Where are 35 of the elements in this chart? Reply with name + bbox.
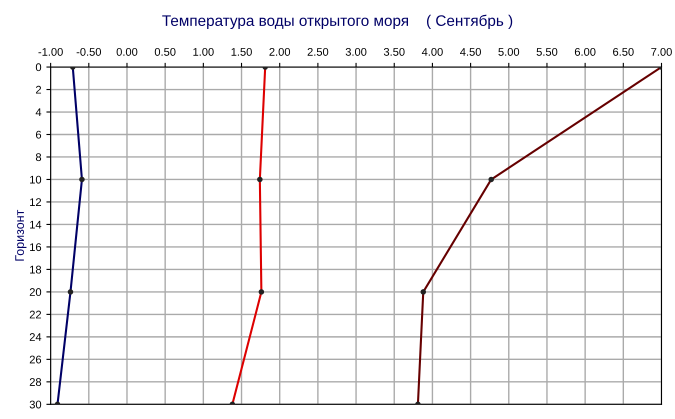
chart-title: Температура воды открытого моря ( Сентябрь ): [162, 14, 512, 30]
y-tick-label: 14: [30, 220, 42, 228]
y-tick-label: 0: [36, 63, 42, 72]
x-tick-label: 4.00: [422, 48, 443, 56]
x-tick-label: 4.50: [460, 48, 481, 56]
x-tick-label: 0.50: [154, 48, 176, 56]
y-tick-label: 8: [36, 153, 42, 162]
y-tick-label: 22: [30, 310, 42, 318]
y-tick-label: 12: [30, 198, 42, 206]
y-tick-label: 30: [30, 400, 42, 408]
x-tick-label: 1.00: [193, 48, 214, 56]
y-tick-label: 18: [30, 266, 42, 274]
x-tick-label: 2.50: [308, 48, 328, 56]
x-tick-label: -1.00: [38, 48, 63, 56]
x-tick-label: 6.00: [574, 48, 596, 56]
x-tick-label: 7.00: [651, 48, 672, 56]
y-tick-label: 24: [30, 333, 42, 341]
y-axis-title: Горизонт: [15, 210, 26, 261]
y-tick-label: 10: [30, 176, 42, 184]
y-tick-label: 20: [30, 288, 42, 296]
x-tick-label: 1.50: [232, 48, 252, 56]
y-tick-label: 28: [30, 378, 42, 386]
y-tick-label: 26: [30, 356, 42, 364]
x-tick-label: 6.50: [613, 48, 634, 56]
y-tick-label: 4: [36, 108, 42, 116]
y-tick-label: 16: [30, 243, 42, 252]
x-tick-label: 3.50: [384, 48, 405, 56]
x-tick-label: 0.00: [116, 48, 138, 56]
y-tick-label: 2: [36, 86, 42, 94]
x-tick-label: 5.00: [498, 48, 520, 56]
x-tick-label: 3.00: [346, 48, 366, 56]
x-tick-label: -0.50: [76, 48, 102, 56]
x-tick-label: 2.00: [269, 48, 290, 56]
y-tick-label: 6: [36, 130, 42, 139]
x-tick-label: 5.50: [536, 48, 558, 56]
